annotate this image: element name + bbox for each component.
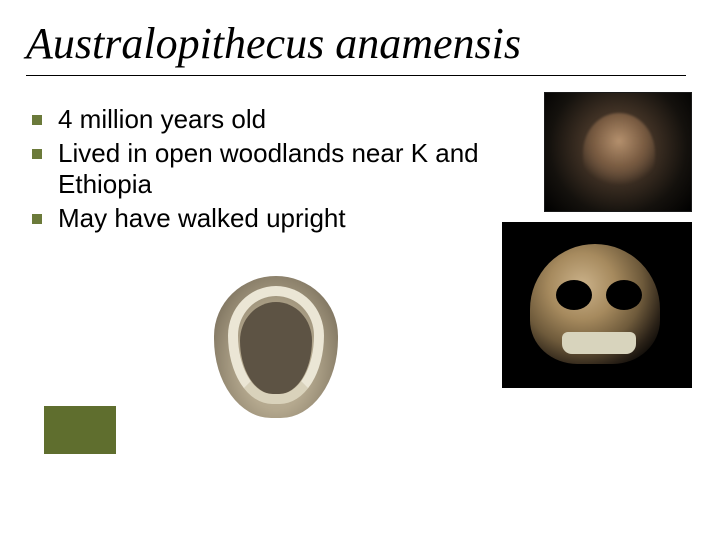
jaw-image [196,262,356,432]
bullet-text: Lived in open woodlands near K and Ethio… [58,138,479,200]
slide: Australopithecus anamensis 4 million yea… [0,0,720,540]
bullet-list: 4 million years old Lived in open woodla… [26,104,546,235]
eye-socket-icon [556,280,592,310]
bullet-item: Lived in open woodlands near K and Ethio… [26,138,546,201]
bullet-text: May have walked upright [58,203,346,233]
bullet-item: May have walked upright [26,203,546,235]
square-bullet-icon [32,214,42,224]
bullet-item: 4 million years old [26,104,546,136]
slide-title: Australopithecus anamensis [26,18,694,69]
square-bullet-icon [32,149,42,159]
hominin-face-image [544,92,692,212]
bullet-text: 4 million years old [58,104,266,134]
title-underline [26,75,686,76]
square-bullet-icon [32,115,42,125]
teeth-icon [562,332,636,354]
eye-socket-icon [606,280,642,310]
skull-image [502,222,692,388]
decorative-patch [44,406,116,454]
